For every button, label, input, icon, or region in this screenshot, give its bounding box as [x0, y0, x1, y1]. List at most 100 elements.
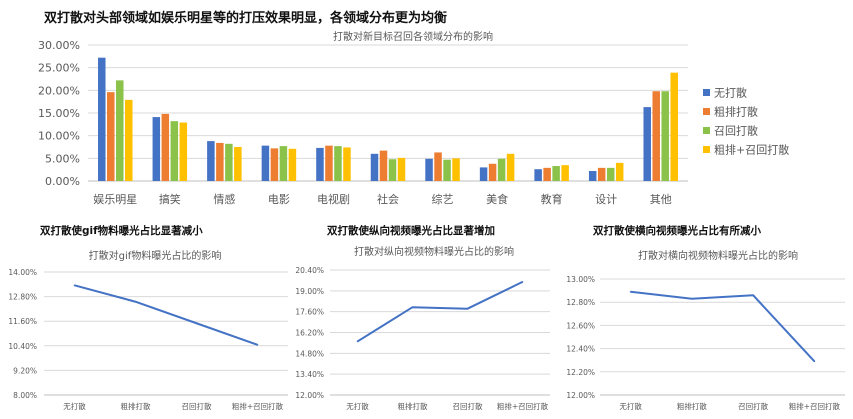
bar-x-tick-label: 社会 — [377, 192, 399, 206]
line-x-tick-label: 召回打散 — [453, 401, 483, 411]
line-point — [466, 307, 469, 310]
bar-y-tick-label: 0.00% — [45, 175, 80, 188]
series-line — [630, 290, 816, 363]
bar — [116, 80, 124, 181]
bar — [98, 57, 106, 182]
line-y-tick-label: 12.60% — [566, 321, 595, 330]
line-x-tick-label: 无打散 — [346, 401, 369, 411]
line-x-tick-label: 粗排打散 — [398, 401, 428, 411]
bar-x-tick-label: 其他 — [650, 193, 672, 206]
bar — [379, 150, 388, 181]
line-x-tick-label: 粗排打散 — [121, 401, 151, 411]
line-y-tick-label: 12.20% — [566, 368, 595, 377]
bar — [615, 162, 624, 181]
line-y-tick-label: 8.00% — [13, 391, 37, 400]
bar-y-tick-label: 20.00% — [38, 84, 80, 97]
bar — [670, 72, 678, 181]
line-point — [195, 322, 198, 325]
bar — [370, 153, 379, 181]
bar — [261, 145, 270, 181]
bar-y-tick-label: 25.00% — [38, 62, 80, 75]
line-y-tick-label: 12.00% — [295, 391, 324, 400]
line-point — [521, 281, 524, 283]
line-point — [411, 306, 414, 309]
line-y-tick-label: 12.80% — [8, 293, 37, 302]
bar — [497, 158, 506, 181]
bar — [588, 171, 597, 181]
line-y-tick-label: 14.80% — [295, 349, 324, 358]
bar — [152, 117, 161, 181]
line-point — [629, 290, 632, 293]
line-y-tick-label: 20.40% — [295, 266, 324, 275]
headline: 双打散对头部领域如娱乐明星等的打压效果明显，各领域分布更为均衡 — [44, 11, 448, 26]
bar — [606, 167, 615, 181]
bar — [397, 157, 406, 181]
section-title-horizontal: 双打散使横向视频曝光占比有所减小 — [593, 225, 761, 237]
line-y-tick-label: 10.40% — [8, 342, 37, 351]
bar — [207, 141, 215, 181]
bar-x-tick-label: 设计 — [595, 193, 617, 206]
bar — [443, 159, 451, 181]
bar-y-tick-label: 10.00% — [38, 130, 80, 143]
line-chart-title: 打散对gif物料曝光占比的影响 — [89, 249, 222, 262]
line-chart-title: 打散对纵向视频物料曝光占比的影响 — [354, 245, 514, 258]
line-x-tick-label: 粗排打散 — [677, 401, 707, 411]
line-y-tick-label: 12.40% — [566, 345, 595, 354]
bar — [534, 169, 542, 181]
legend-label: 粗排打散 — [714, 105, 758, 119]
bar-x-tick-label: 教育 — [541, 192, 563, 206]
legend-swatch — [703, 89, 710, 96]
bar — [170, 121, 179, 181]
bar — [234, 147, 242, 181]
line-point — [134, 300, 137, 303]
line-y-tick-label: 13.00% — [566, 275, 595, 284]
legend-label: 无打散 — [714, 86, 747, 100]
line-x-tick-label: 粗排+召回打散 — [497, 401, 549, 411]
bar — [343, 147, 351, 181]
bar-x-tick-label: 情感 — [213, 193, 235, 206]
bar — [488, 163, 497, 181]
bar — [216, 142, 224, 181]
line-x-tick-label: 无打散 — [63, 401, 86, 411]
bar — [543, 167, 551, 181]
bar-x-tick-label: 电影 — [268, 193, 290, 206]
line-y-tick-label: 19.00% — [295, 287, 324, 296]
bar-x-tick-label: 美食 — [486, 192, 508, 206]
bar — [425, 158, 433, 181]
line-point — [752, 294, 754, 297]
bar — [452, 158, 460, 181]
line-x-tick-label: 粗排+召回打散 — [232, 401, 284, 411]
line-point — [256, 343, 259, 346]
line-point — [813, 360, 816, 363]
bar — [125, 99, 133, 181]
section-title-gif: 双打散使gif物料曝光占比显著减小 — [40, 225, 203, 237]
line-point — [73, 284, 76, 287]
legend-swatch — [703, 108, 710, 115]
bar — [479, 167, 488, 181]
bar — [506, 153, 515, 181]
bar — [334, 146, 342, 181]
bar — [388, 159, 397, 181]
line-x-tick-label: 召回打散 — [182, 401, 212, 411]
series-line — [74, 284, 258, 346]
section-title-vertical: 双打散使纵向视频曝光占比显著增加 — [327, 225, 495, 237]
bar — [288, 148, 297, 181]
bar-y-tick-label: 30.00% — [38, 39, 80, 52]
bar — [561, 165, 569, 181]
line-y-tick-label: 12.00% — [566, 391, 595, 400]
bar — [279, 146, 288, 181]
bar-y-tick-label: 5.00% — [45, 152, 80, 165]
bar-x-tick-label: 综艺 — [432, 192, 454, 206]
bar — [597, 167, 606, 181]
bar — [161, 113, 170, 181]
line-point — [356, 340, 359, 343]
bar-chart-title: 打散对新目标召回各领域分布的影响 — [333, 30, 493, 43]
bar — [552, 166, 560, 181]
line-y-tick-label: 11.60% — [8, 317, 37, 326]
bar — [661, 91, 669, 181]
series-line — [356, 281, 523, 343]
